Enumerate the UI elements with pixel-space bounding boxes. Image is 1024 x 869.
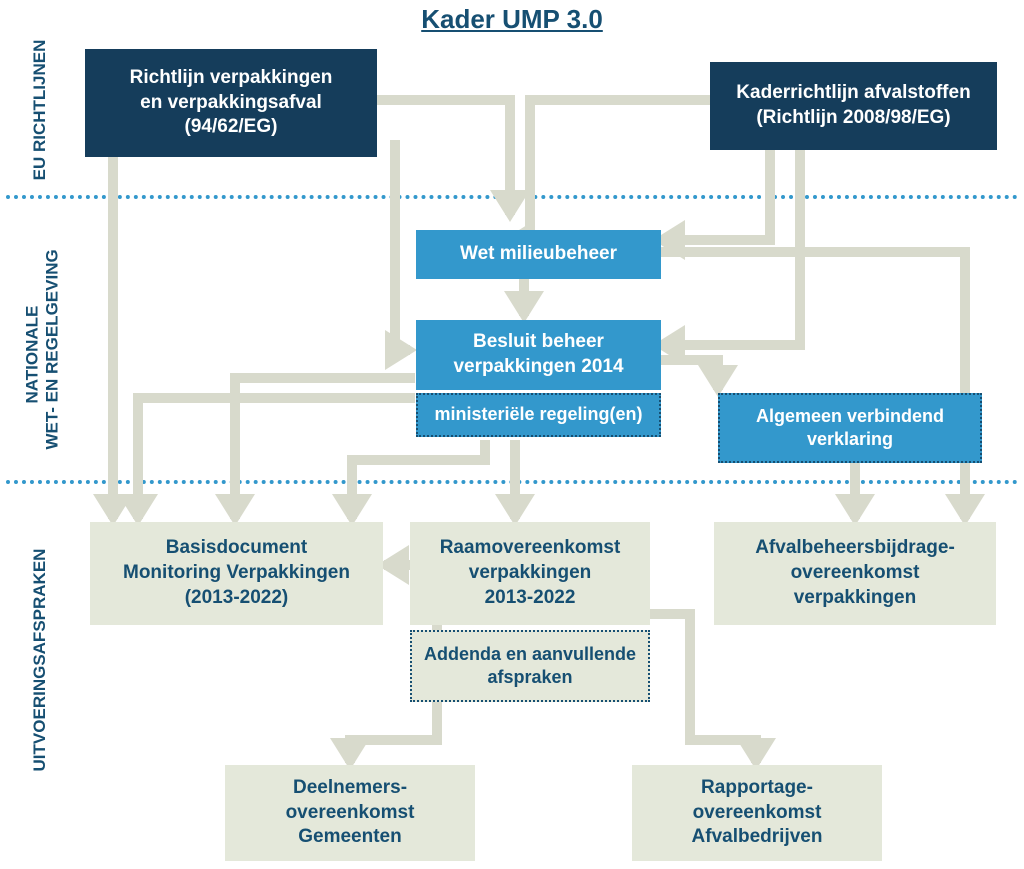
eu-right-l1: Kaderrichtlijn afvalstoffen — [736, 82, 970, 103]
afval-l3: verpakkingen — [794, 587, 917, 608]
box-afvalbeheersbijdrage: Afvalbeheersbijdrage- overeenkomst verpa… — [714, 522, 996, 625]
box-raamovereenkomst: Raamovereenkomst verpakkingen 2013-2022 — [410, 522, 650, 625]
diagram-title: Kader UMP 3.0 — [421, 4, 603, 35]
deel-l1: Deelnemers- — [293, 777, 407, 798]
raam-l1: Raamovereenkomst — [440, 537, 621, 558]
wet-l1: Wet milieubeheer — [460, 242, 617, 267]
eu-right-l2: (Richtlijn 2008/98/EG) — [756, 107, 950, 128]
box-addenda: Addenda en aanvullende afspraken — [410, 630, 650, 702]
besluit-l1: Besluit beheer — [473, 331, 604, 352]
divider-1 — [6, 195, 1018, 199]
afval-l2: overeenkomst — [791, 562, 920, 583]
box-eu-left: Richtlijn verpakkingen en verpakkingsafv… — [85, 49, 377, 157]
section-label-uitv: UITVOERINGSAFSPRAKEN — [30, 545, 50, 775]
addenda-l1: Addenda en aanvullende — [424, 644, 636, 664]
section-label-nat-l1: NATIONALE — [22, 306, 41, 404]
afval-l1: Afvalbeheersbijdrage- — [755, 537, 955, 558]
rapp-l2: overeenkomst — [693, 802, 822, 823]
avv-l2: verklaring — [807, 429, 893, 449]
section-label-nat: NATIONALE WET- EN REGELGEVING — [22, 260, 61, 450]
box-basisdocument: Basisdocument Monitoring Verpakkingen (2… — [90, 522, 383, 625]
section-label-eu: EU RICHTLIJNEN — [30, 35, 50, 185]
besluit-l2: verpakkingen 2014 — [453, 356, 623, 377]
eu-left-l3: (94/62/EG) — [185, 116, 278, 137]
box-rapportage: Rapportage- overeenkomst Afvalbedrijven — [632, 765, 882, 861]
box-deelnemers: Deelnemers- overeenkomst Gemeenten — [225, 765, 475, 861]
box-besluit: Besluit beheer verpakkingen 2014 — [416, 320, 661, 390]
rapp-l1: Rapportage- — [701, 777, 813, 798]
basis-l3: (2013-2022) — [185, 587, 289, 608]
basis-l1: Basisdocument — [166, 537, 307, 558]
box-wet-milieubeheer: Wet milieubeheer — [416, 230, 661, 279]
raam-l2: verpakkingen — [469, 562, 592, 583]
eu-left-l2: en verpakkingsafval — [140, 92, 322, 113]
deel-l3: Gemeenten — [298, 826, 401, 847]
divider-2 — [6, 480, 1018, 484]
box-min-regeling: ministeriële regeling(en) — [416, 393, 661, 437]
deel-l2: overeenkomst — [286, 802, 415, 823]
eu-left-l1: Richtlijn verpakkingen — [130, 67, 333, 88]
box-avv: Algemeen verbindend verklaring — [718, 393, 982, 463]
addenda-l2: afspraken — [487, 667, 572, 687]
avv-l1: Algemeen verbindend — [756, 406, 944, 426]
box-eu-right: Kaderrichtlijn afvalstoffen (Richtlijn 2… — [710, 62, 997, 150]
rapp-l3: Afvalbedrijven — [692, 826, 823, 847]
minreg-l1: ministeriële regeling(en) — [434, 403, 642, 426]
raam-l3: 2013-2022 — [485, 587, 576, 608]
basis-l2: Monitoring Verpakkingen — [123, 562, 350, 583]
section-label-nat-l2: WET- EN REGELGEVING — [42, 249, 61, 449]
